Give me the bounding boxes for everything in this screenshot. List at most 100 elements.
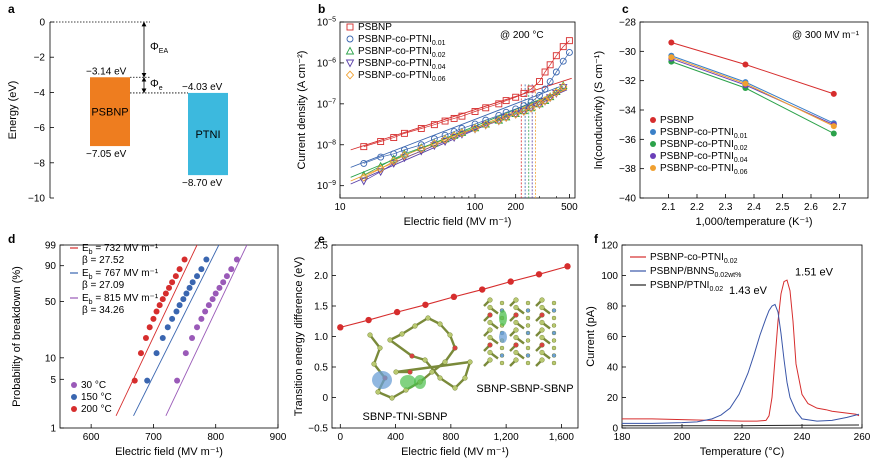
data-point	[450, 293, 458, 301]
data-point	[365, 316, 372, 324]
data-point	[216, 284, 223, 291]
data-point	[481, 120, 490, 130]
y-tick-label: −28	[619, 18, 636, 29]
panel-e: e 0 400 800 1,200 1,600 −0.5 0 0.5 1.0 1.5 2.0 2.5 El…	[293, 232, 579, 458]
panel-label-e: e	[318, 232, 325, 246]
data-point	[212, 290, 219, 297]
legend-entry: PSBNP	[358, 22, 392, 33]
molecule-atom	[525, 323, 531, 328]
data-point	[223, 273, 230, 280]
data-point	[166, 284, 172, 291]
data-point	[189, 335, 196, 342]
molecule-caption: SBNP-SBNP-SBNP	[476, 383, 573, 395]
data-point	[153, 308, 160, 315]
data-point	[144, 377, 151, 384]
orbital-lobe-green	[400, 375, 416, 389]
legend-entry: PSBNP-co-PTNI0.02	[650, 252, 738, 265]
molecule-atom	[551, 330, 557, 336]
molecule-atom	[551, 360, 557, 366]
y-tick-label: −10	[28, 194, 45, 205]
data-point	[502, 108, 510, 116]
data-point	[536, 78, 543, 86]
molecule-atom	[539, 357, 545, 363]
y-axis-label: Current density (A cm⁻²)	[296, 51, 308, 170]
data-point	[470, 124, 480, 133]
data-point	[471, 120, 479, 128]
data-point	[400, 146, 408, 154]
data-point	[482, 116, 490, 124]
legend-entry: PSBNP-co-PTNI0.06	[358, 70, 446, 83]
molecule-atom	[551, 315, 557, 321]
data-point	[502, 97, 510, 105]
data-point	[742, 80, 749, 87]
data-point	[565, 37, 573, 45]
data-point	[180, 296, 187, 303]
data-point	[400, 154, 409, 163]
x-tick-label: 240	[794, 432, 811, 443]
legend-marker	[346, 23, 354, 31]
data-point	[552, 68, 560, 76]
data-point	[203, 256, 210, 263]
y-tick-label: −8	[34, 158, 46, 169]
molecule-atom	[407, 369, 413, 375]
x-tick-label: 2.7	[833, 202, 847, 213]
y-tick-label: 50	[45, 297, 57, 308]
y-tick-label: −30	[619, 47, 636, 58]
data-point	[159, 296, 166, 303]
y-tick-label: 0	[39, 18, 45, 29]
data-point	[479, 286, 486, 293]
data-point	[186, 284, 193, 291]
data-point	[511, 109, 520, 119]
series-line	[363, 52, 570, 164]
molecule-bond	[369, 334, 381, 349]
x-tick-label: 0	[338, 432, 344, 443]
data-point	[417, 144, 426, 154]
data-point	[552, 87, 561, 97]
molecule-atom	[539, 312, 545, 318]
x-tick-label: 900	[270, 432, 287, 443]
molecule-caption: SBNP-TNI-SBNP	[363, 411, 448, 423]
y-tick-label: 60	[607, 332, 619, 343]
data-point	[159, 335, 166, 342]
y-tick-label: 10−8	[317, 139, 336, 151]
molecule-atom	[551, 345, 557, 351]
legend-entry: 200 °C	[81, 404, 112, 415]
data-point	[172, 273, 179, 280]
data-point	[360, 143, 368, 151]
molecule-atom	[387, 337, 393, 343]
molecule-atom	[525, 345, 531, 351]
molecule-atom	[539, 334, 545, 341]
molecule-atom	[551, 300, 557, 306]
y-tick-label: 0	[322, 393, 328, 404]
molecule-atom	[452, 385, 458, 391]
data-point	[359, 172, 368, 182]
data-point	[564, 263, 571, 270]
y-tick-label: −32	[619, 76, 636, 87]
y-tick-label: −2	[34, 53, 46, 64]
data-point	[233, 256, 240, 263]
x-axis-label: Electric field (MV m⁻¹)	[404, 216, 512, 228]
x-tick-label: 260	[854, 432, 871, 443]
legend-entry: 30 °C	[81, 380, 106, 391]
molecule-bond	[391, 388, 407, 400]
data-point	[742, 61, 749, 68]
data-point	[417, 147, 426, 156]
molecule-atom	[513, 304, 519, 311]
y-tick-label: −6	[34, 123, 46, 134]
molecule-atom	[389, 395, 395, 401]
data-point	[156, 302, 163, 309]
molecule-bond	[444, 347, 456, 363]
molecule-atom	[437, 321, 443, 327]
data-point	[830, 130, 837, 137]
y-tick-label: 99	[45, 241, 57, 252]
energy-block-psbnp	[90, 77, 130, 147]
data-point	[422, 301, 429, 308]
y-tick-label: 1	[50, 424, 56, 435]
fit-line	[350, 77, 572, 151]
molecule-atom	[551, 338, 557, 343]
data-point	[360, 159, 368, 167]
legend-entry: PSBNP	[660, 115, 694, 126]
data-point	[441, 117, 449, 125]
molecule-atom	[525, 353, 531, 358]
